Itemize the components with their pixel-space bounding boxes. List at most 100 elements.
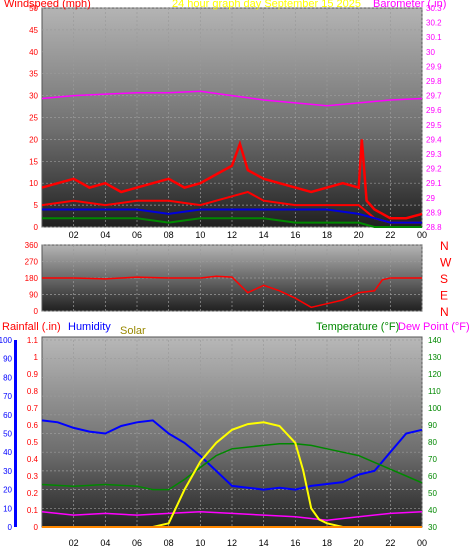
x-tick-label: 20 xyxy=(354,230,364,240)
temperature-tick-label: 110 xyxy=(428,387,441,396)
temperature-tick-label: 30 xyxy=(428,523,437,532)
wind-series-line xyxy=(41,190,422,224)
barometer-tick-label: 30.1 xyxy=(426,33,442,42)
x-tick-label: 12 xyxy=(227,230,237,240)
rainfall-axis-title: Rainfall (.in) xyxy=(2,321,61,333)
direction-series-line xyxy=(42,275,422,309)
x-tick-label: 10 xyxy=(195,230,205,240)
x-tick-label: 14 xyxy=(259,538,269,548)
gust-series-line xyxy=(41,139,423,220)
temperature-tick-label: 100 xyxy=(428,404,442,413)
x-tick-label: 20 xyxy=(354,538,364,548)
rainfall-tick-label: 0.6 xyxy=(27,421,39,430)
windspeed-tick-label: 15 xyxy=(29,157,38,166)
windspeed-tick-label: 50 xyxy=(29,4,38,13)
temperature-tick-label: 40 xyxy=(428,506,437,515)
barometer-tick-label: 30.2 xyxy=(426,19,442,28)
barometer-axis-title: Barometer (.in) xyxy=(373,0,446,10)
solar-series-line xyxy=(42,421,422,528)
barometer-tick-label: 30.3 xyxy=(426,4,442,13)
windspeed-tick-label: 0 xyxy=(34,223,39,232)
barometer-tick-label: 29.7 xyxy=(426,92,442,101)
rainfall-tick-label: 0.7 xyxy=(27,404,39,413)
dewpoint-axis-title: Dew Point (°F) xyxy=(398,321,470,333)
barometer-tick-label: 29.6 xyxy=(426,106,442,115)
direction-tick-label: 180 xyxy=(25,274,39,283)
temperature-tick-label: 120 xyxy=(428,370,442,379)
barometer-tick-label: 29.3 xyxy=(426,150,442,159)
x-tick-label: 18 xyxy=(322,538,332,548)
temperature-tick-label: 70 xyxy=(428,455,437,464)
barometer-tick-label: 29.8 xyxy=(426,77,442,86)
humidity-tick-label: 70 xyxy=(3,392,12,401)
x-tick-label: 12 xyxy=(227,538,237,548)
direction-tick-label: 360 xyxy=(25,241,39,250)
rainfall-tick-label: 0.3 xyxy=(27,472,39,481)
compass-label: S xyxy=(440,272,448,286)
x-tick-label: 16 xyxy=(290,230,300,240)
temperature-tick-label: 50 xyxy=(428,489,437,498)
wind-axis-title: Windspeed (mph) xyxy=(4,0,91,10)
x-tick-label: 02 xyxy=(69,538,79,548)
graph-title: 24 hour graph day September 15 2025 xyxy=(172,0,361,10)
compass-label: E xyxy=(440,289,448,303)
humidity-tick-label: 30 xyxy=(3,467,12,476)
rainfall-tick-label: 0.2 xyxy=(27,489,39,498)
compass-label: N xyxy=(440,305,449,319)
rainfall-tick-label: 0 xyxy=(34,523,39,532)
x-tick-label: 04 xyxy=(100,230,110,240)
windspeed-tick-label: 40 xyxy=(29,48,38,57)
temperature-tick-label: 60 xyxy=(428,472,437,481)
temperature-tick-label: 140 xyxy=(428,336,442,345)
dewpoint-series-line xyxy=(41,510,423,521)
temperature-series-line xyxy=(41,442,423,491)
barometer-tick-label: 29.4 xyxy=(426,135,442,144)
temperature-tick-label: 80 xyxy=(428,438,437,447)
rainfall-tick-label: 0.1 xyxy=(27,506,39,515)
compass-label: N xyxy=(440,239,449,253)
x-tick-label: 04 xyxy=(100,538,110,548)
rainfall-tick-label: 0.5 xyxy=(27,438,39,447)
temperature-tick-label: 130 xyxy=(428,353,442,362)
barometer-tick-label: 28.9 xyxy=(426,208,442,217)
rainfall-tick-label: 1 xyxy=(34,353,39,362)
direction-tick-label: 90 xyxy=(29,291,38,300)
humidity-tick-label: 0 xyxy=(8,523,13,532)
humidity-series-line xyxy=(41,419,423,491)
rainfall-tick-label: 0.4 xyxy=(27,455,39,464)
x-tick-label: 00 xyxy=(417,538,427,548)
x-tick-label: 16 xyxy=(290,538,300,548)
humidity-tick-label: 80 xyxy=(3,373,12,382)
humidity-tick-label: 50 xyxy=(3,430,12,439)
rainfall-tick-label: 0.8 xyxy=(27,387,39,396)
barometer-tick-label: 30 xyxy=(426,48,435,57)
x-tick-label: 06 xyxy=(132,538,142,548)
barometer-tick-label: 29 xyxy=(426,194,435,203)
direction-tick-label: 270 xyxy=(25,258,39,267)
humidity-tick-label: 20 xyxy=(3,486,12,495)
temperature-tick-label: 90 xyxy=(428,421,437,430)
windspeed-tick-label: 45 xyxy=(29,26,38,35)
barometer-tick-label: 29.9 xyxy=(426,62,442,71)
humidity-tick-label: 100 xyxy=(0,336,13,345)
x-tick-label: 08 xyxy=(164,538,174,548)
rainfall-tick-label: 1.1 xyxy=(27,336,39,345)
humidity-axis-title: Humidity xyxy=(68,321,111,333)
windspeed-tick-label: 20 xyxy=(29,135,38,144)
windspeed-tick-label: 5 xyxy=(34,201,39,210)
barometer-series-line xyxy=(41,90,423,107)
windspeed-tick-label: 30 xyxy=(29,92,38,101)
windspeed-tick-label: 35 xyxy=(29,70,38,79)
direction-tick-label: 0 xyxy=(34,307,39,316)
compass-label: W xyxy=(440,256,452,270)
barometer-tick-label: 29.5 xyxy=(426,121,442,130)
barometer-tick-label: 29.2 xyxy=(426,165,442,174)
x-tick-label: 22 xyxy=(385,230,395,240)
barometer-tick-label: 29.1 xyxy=(426,179,442,188)
x-tick-label: 18 xyxy=(322,230,332,240)
windspeed-tick-label: 25 xyxy=(29,114,38,123)
x-tick-label: 06 xyxy=(132,230,142,240)
windspeed-tick-label: 10 xyxy=(29,179,38,188)
x-tick-label: 08 xyxy=(164,230,174,240)
